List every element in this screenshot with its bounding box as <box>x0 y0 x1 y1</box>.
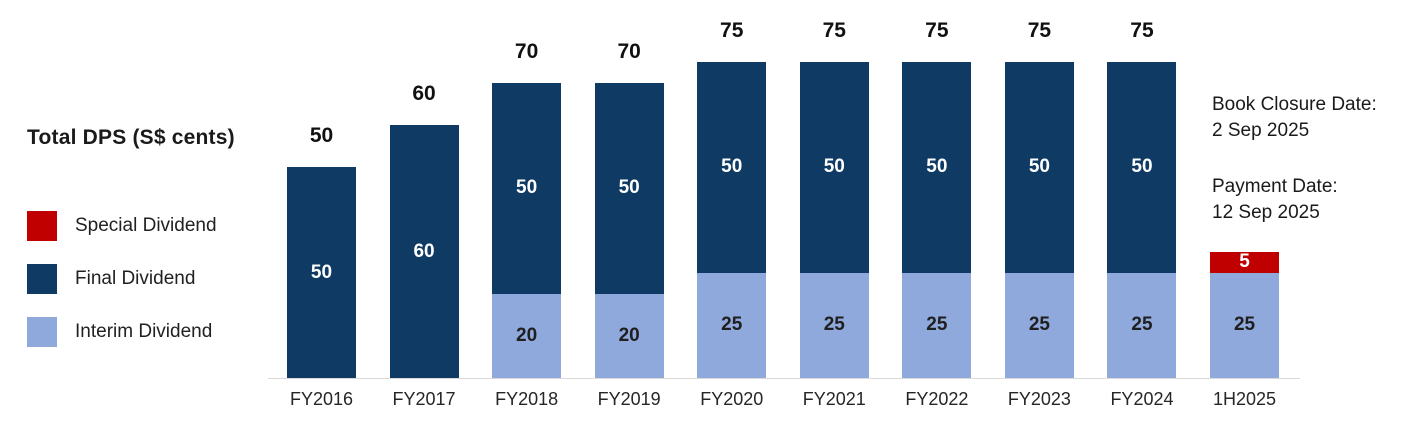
book-closure-date: 2 Sep 2025 <box>1212 120 1310 141</box>
total-value-label: 50 <box>309 124 334 148</box>
bar-segment-final-dividend-FY2017 <box>389 125 459 378</box>
bar-segment-final-dividend-FY2022 <box>902 62 972 273</box>
x-axis-category-label: FY2024 <box>1110 389 1174 409</box>
payment-date-label: Payment Date: <box>1212 176 1338 197</box>
bar-segment-final-dividend-FY2021 <box>799 62 869 273</box>
legend-item-final-dividend: Final Dividend <box>27 264 217 294</box>
segment-value-label: 50 <box>310 261 333 283</box>
x-axis-category-label: FY2020 <box>700 389 764 409</box>
segment-value-label: 25 <box>721 314 743 336</box>
x-axis-category-label: FY2021 <box>802 389 866 409</box>
bar-segment-special-dividend-1H2025 <box>1210 251 1280 273</box>
bar-segment-final-dividend-FY2016 <box>287 167 356 378</box>
segment-value-label: 60 <box>413 240 435 262</box>
legend-label: Final Dividend <box>75 268 196 289</box>
bar-segment-final-dividend-FY2019 <box>594 83 664 294</box>
segment-value-label: 50 <box>823 156 845 178</box>
legend-label: Interim Dividend <box>75 321 213 342</box>
bar-segment-interim-dividend-FY2019 <box>594 293 664 378</box>
total-value-label: 70 <box>514 40 539 64</box>
x-axis-category-label: FY2019 <box>597 389 661 409</box>
segment-value-label: 5 <box>1239 251 1250 273</box>
total-value-label: 75 <box>1130 19 1154 42</box>
bar-segment-final-dividend-FY2024 <box>1107 62 1177 273</box>
interim-dividend-swatch-icon <box>27 317 57 347</box>
bar-segment-interim-dividend-FY2024 <box>1107 272 1177 378</box>
x-axis-category-label: FY2022 <box>905 389 969 409</box>
book-closure-note: Book Closure Date: 2 Sep 2025 <box>1212 92 1377 144</box>
segment-value-label: 20 <box>516 324 538 346</box>
total-value-label: 70 <box>617 40 641 64</box>
chart-title: Total DPS (S$ cents) <box>27 126 235 149</box>
segment-value-label: 25 <box>1233 314 1256 336</box>
segment-value-label: 50 <box>618 177 640 199</box>
segment-value-label: 50 <box>926 156 948 178</box>
bar-segment-interim-dividend-FY2021 <box>799 272 869 378</box>
bar-segment-interim-dividend-FY2020 <box>697 272 767 378</box>
segment-value-label: 20 <box>618 324 640 346</box>
segment-value-label: 25 <box>1131 314 1153 336</box>
bar-segment-final-dividend-FY2018 <box>492 83 562 294</box>
special-dividend-swatch-icon <box>27 211 57 241</box>
segment-value-label: 50 <box>1131 156 1153 178</box>
dividend-dates-note: Book Closure Date: 2 Sep 2025 Payment Da… <box>1212 92 1377 226</box>
legend-item-interim-dividend: Interim Dividend <box>27 317 217 347</box>
x-axis-category-label: FY2018 <box>495 389 559 409</box>
segment-value-label: 25 <box>823 314 845 336</box>
bar-segment-interim-dividend-FY2018 <box>492 293 562 378</box>
segment-value-label: 50 <box>721 156 743 178</box>
x-axis-category-label: 1H2025 <box>1213 389 1277 409</box>
bar-segment-interim-dividend-FY2022 <box>902 272 972 378</box>
bar-segment-final-dividend-FY2020 <box>697 62 767 273</box>
bar-segment-final-dividend-FY2023 <box>1004 62 1074 273</box>
total-value-label: 75 <box>925 19 949 42</box>
x-axis-line <box>268 378 1300 379</box>
segment-value-label: 50 <box>1028 156 1050 178</box>
x-axis-category-label: FY2017 <box>392 389 456 409</box>
legend: Special Dividend Final Dividend Interim … <box>27 211 217 347</box>
total-value-label: 75 <box>1027 19 1052 42</box>
bar-segment-interim-dividend-1H2025 <box>1210 272 1280 378</box>
book-closure-label: Book Closure Date: <box>1212 94 1377 115</box>
segment-value-label: 25 <box>926 314 948 336</box>
bar-segment-interim-dividend-FY2023 <box>1004 272 1074 378</box>
x-axis-category-label: FY2023 <box>1007 389 1071 409</box>
total-value-label: 75 <box>822 19 846 42</box>
legend-item-special-dividend: Special Dividend <box>27 211 217 241</box>
final-dividend-swatch-icon <box>27 264 57 294</box>
legend-label: Special Dividend <box>75 215 217 236</box>
payment-note: Payment Date: 12 Sep 2025 <box>1212 174 1377 226</box>
payment-date: 12 Sep 2025 <box>1212 202 1320 223</box>
segment-value-label: 50 <box>516 177 538 199</box>
total-value-label: 60 <box>412 82 436 106</box>
x-axis-category-label: FY2016 <box>289 389 354 409</box>
total-value-label: 75 <box>720 19 744 42</box>
segment-value-label: 25 <box>1028 314 1050 336</box>
